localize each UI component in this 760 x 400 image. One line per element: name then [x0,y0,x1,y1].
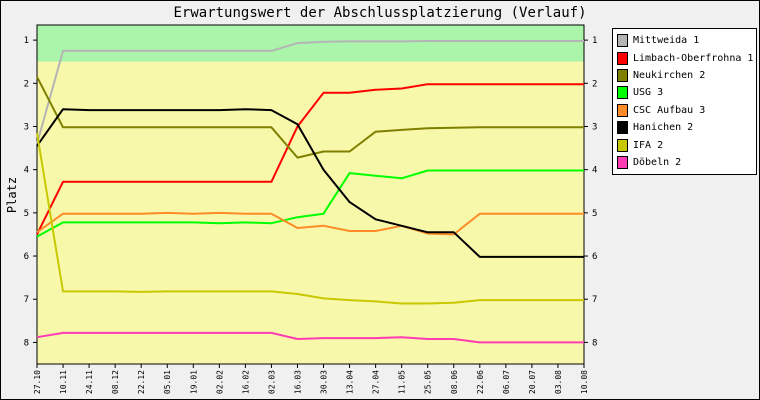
x-tick-label: 22.12 [137,370,146,394]
y-tick-label-right: 6 [592,252,597,262]
x-tick-label: 03.08 [554,370,563,394]
x-tick-label: 16.03 [293,370,302,394]
y-tick-label-left: 8 [24,338,29,348]
legend-label: Hanichen 2 [633,122,694,134]
y-tick-label-left: 5 [24,209,29,219]
legend-item: Limbach-Oberfrohna 1 [613,49,756,66]
x-tick-label: 06.07 [502,370,511,394]
x-tick-label: 02.03 [267,370,276,394]
x-tick-label: 25.05 [424,370,433,394]
series-line-8 [36,331,584,344]
legend-swatch [617,86,628,100]
x-tick-label: 02.02 [215,370,224,394]
legend-swatch [617,121,628,135]
y-tick-label-right: 2 [592,79,597,89]
x-tick-label: 27.10 [33,370,42,394]
y-tick-label-right: 7 [592,295,597,305]
y-tick-label-left: 4 [24,166,29,176]
legend-label: CSC Aufbau 3 [633,104,706,116]
y-tick-label-left: 1 [24,36,29,46]
legend-swatch [617,51,628,65]
x-tick-label: 22.06 [476,370,485,394]
x-tick-label: 10.08 [580,370,589,394]
legend-item: Döbeln 2 [613,154,756,171]
legend-item: IFA 2 [613,136,756,153]
legend-label: Neukirchen 2 [633,69,706,81]
y-tick-label-right: 4 [592,166,597,176]
y-tick-label-left: 7 [24,295,29,305]
legend-swatch [617,138,628,152]
y-tick-label-left: 6 [24,252,29,262]
x-tick-label: 30.03 [320,370,329,394]
series-line-4 [36,169,584,238]
x-tick-label: 20.07 [528,370,537,394]
x-tick-label: 08.06 [450,370,459,394]
x-tick-label: 16.02 [241,370,250,394]
legend: Mittweida 1 Limbach-Oberfrohna 1 Neukirche… [612,28,757,176]
y-tick-label-right: 1 [592,36,597,46]
chart-title: Erwartungswert der Abschlussplatzierung … [173,5,587,21]
legend-label: USG 3 [633,87,664,99]
legend-swatch [617,68,628,82]
x-tick-label: 08.12 [111,370,120,394]
series-line-7 [36,132,584,305]
legend-swatch [617,155,628,169]
x-tick-label: 13.04 [346,370,355,394]
y-tick-label-left: 2 [24,79,29,89]
x-tick-label: 10.11 [59,370,68,394]
y-tick-label-right: 5 [592,209,597,219]
series-line-6 [36,108,584,258]
series-line-3 [36,76,584,159]
y-tick-label-right: 8 [592,338,597,348]
legend-label: Limbach-Oberfrohna 1 [633,52,754,64]
series-line-1 [36,40,584,145]
series-line-5 [36,211,584,236]
legend-item: Hanichen 2 [613,119,756,136]
x-tick-label: 05.01 [163,370,172,394]
legend-item: CSC Aufbau 3 [613,102,756,119]
legend-item: USG 3 [613,84,756,101]
y-tick-label-left: 3 [24,122,29,132]
y-tick-label-right: 3 [592,122,597,132]
legend-swatch [617,34,628,48]
x-tick-label: 19.01 [189,370,198,394]
legend-item: Mittweida 1 [613,32,756,49]
x-tick-label: 24.11 [85,370,94,394]
legend-item: Neukirchen 2 [613,67,756,84]
legend-label: Döbeln 2 [633,156,682,168]
legend-swatch [617,103,628,117]
x-tick-label: 27.04 [372,370,381,394]
series-line-2 [36,83,584,235]
x-tick-label: 11.05 [398,370,407,394]
legend-label: IFA 2 [633,139,664,151]
legend-label: Mittweida 1 [633,35,700,47]
plot-border [36,24,585,365]
